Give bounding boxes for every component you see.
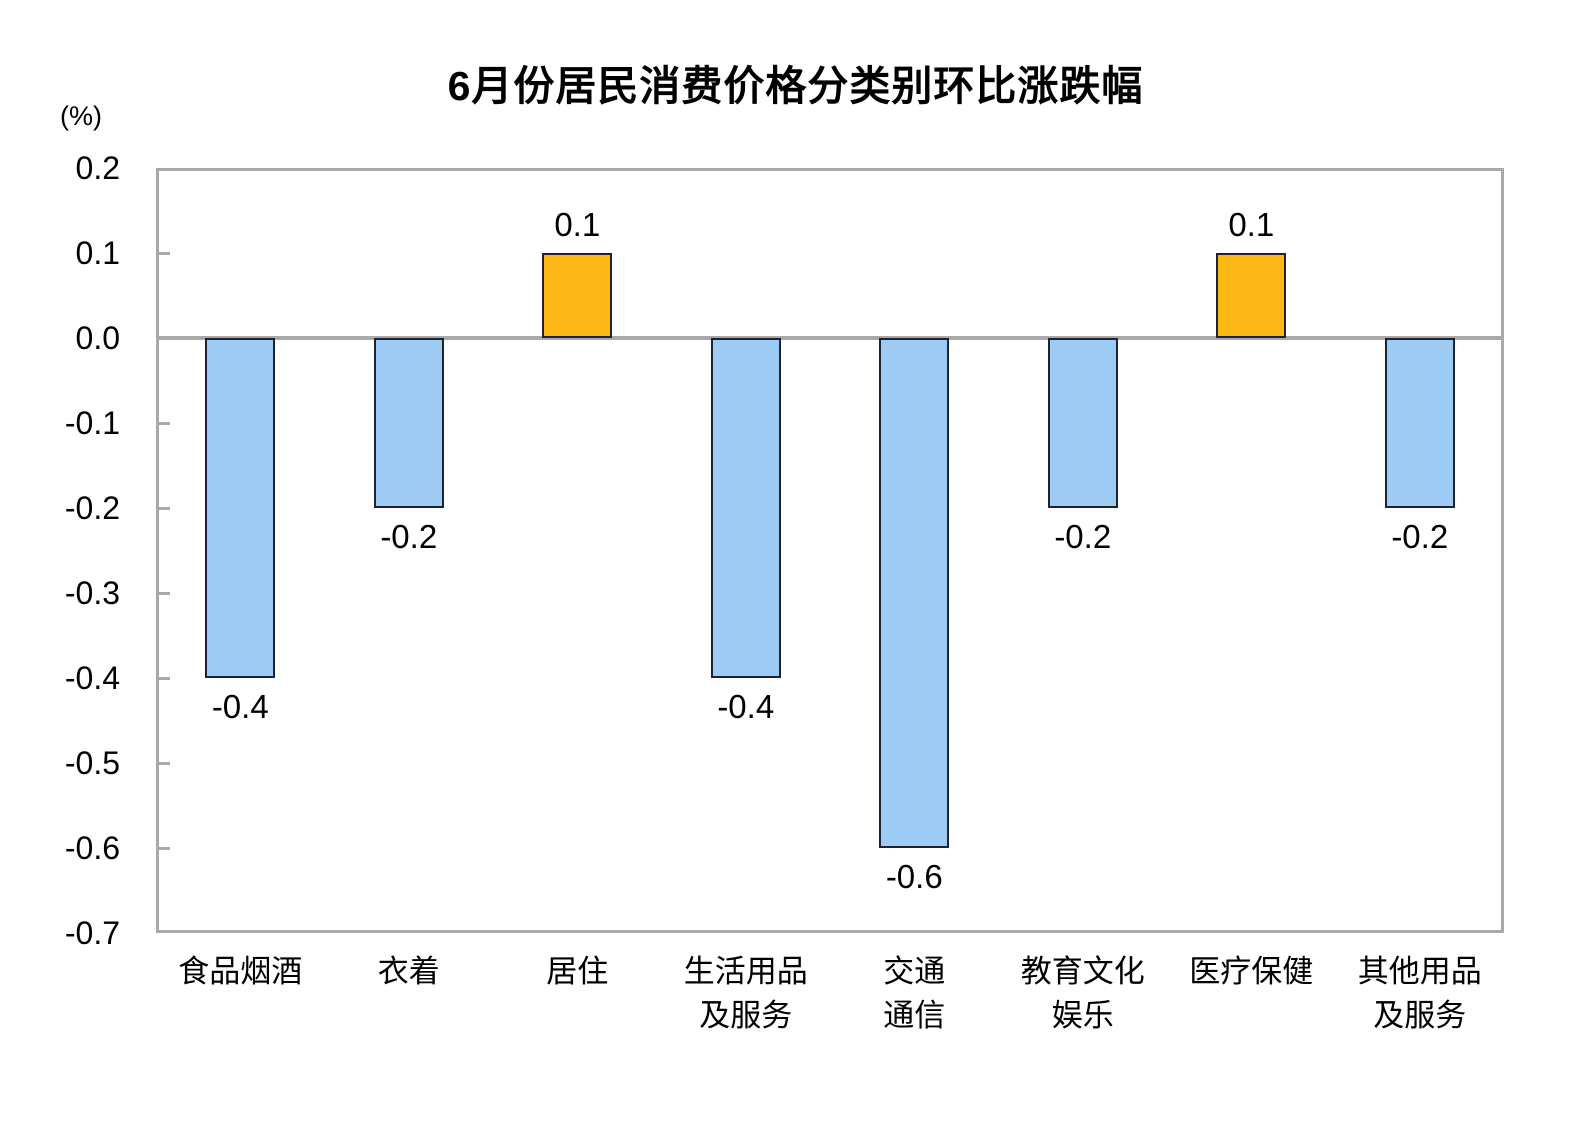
y-tick-mark <box>159 252 170 255</box>
bar-value-label: -0.2 <box>380 518 438 555</box>
bar <box>542 253 613 338</box>
y-tick-label: -0.2 <box>64 490 120 526</box>
bar <box>879 338 950 848</box>
y-axis-unit-label: (%) <box>60 101 102 131</box>
bar-value-label: -0.6 <box>885 858 943 895</box>
y-tick-label: 0.0 <box>75 320 120 356</box>
category-label: 教育文化 娱乐 <box>1020 954 1145 1034</box>
y-tick-label: -0.5 <box>64 745 120 781</box>
bar-value-label: -0.2 <box>1054 518 1112 555</box>
y-tick-mark <box>159 762 170 765</box>
bar <box>1047 338 1118 508</box>
y-tick-label: -0.3 <box>64 575 120 611</box>
y-tick-mark <box>159 592 170 595</box>
y-tick-label: -0.4 <box>64 660 120 696</box>
category-label: 交通 通信 <box>883 954 946 1034</box>
y-tick-label: 0.2 <box>75 150 120 186</box>
y-tick-mark <box>159 677 170 680</box>
bar-value-label: -0.4 <box>211 688 269 725</box>
y-tick-label: -0.6 <box>64 830 120 866</box>
category-label: 衣着 <box>377 954 440 989</box>
bar-value-label: 0.1 <box>554 206 601 243</box>
zero-axis-line <box>156 336 1504 340</box>
category-label: 生活用品 及服务 <box>683 954 808 1034</box>
chart-title: 6月份居民消费价格分类别环比涨跌幅 <box>447 63 1144 109</box>
bar <box>205 338 276 678</box>
y-tick-mark <box>159 507 170 510</box>
category-label: 医疗保健 <box>1189 954 1314 989</box>
category-label: 居住 <box>546 954 609 989</box>
category-label: 食品烟酒 <box>178 954 303 989</box>
bar <box>1216 253 1287 338</box>
bar <box>710 338 781 678</box>
y-tick-label: -0.7 <box>64 915 120 951</box>
bar <box>373 338 444 508</box>
bar-value-label: 0.1 <box>1228 206 1275 243</box>
y-tick-label: -0.1 <box>64 405 120 441</box>
category-label: 其他用品 及服务 <box>1357 954 1482 1034</box>
bar <box>1384 338 1455 508</box>
bar-value-label: -0.4 <box>717 688 775 725</box>
y-tick-mark <box>159 422 170 425</box>
y-tick-label: 0.1 <box>75 235 120 271</box>
bar-value-label: -0.2 <box>1391 518 1449 555</box>
y-tick-mark <box>159 847 170 850</box>
